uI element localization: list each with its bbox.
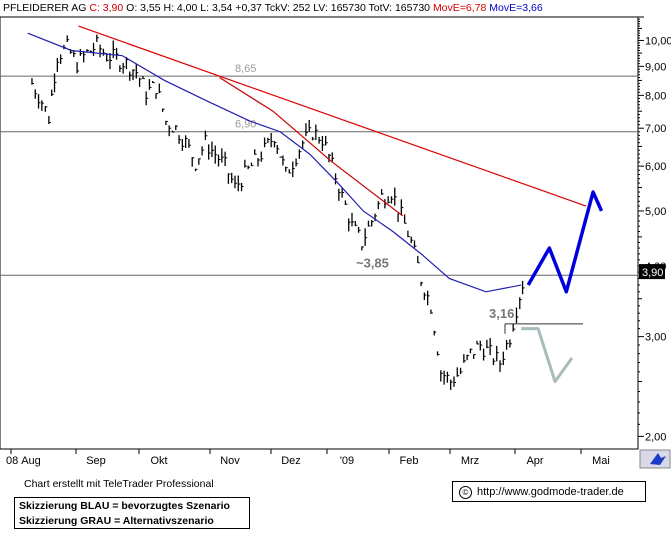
moving-average-short-label: MovE=3,66 [489,2,543,14]
legend-blue: Skizzierung BLAU = bevorzugtes Szenario [19,500,230,512]
stock-name: PFLEIDERER AG [3,2,87,14]
x-tick-label: Aug [21,455,41,467]
x-tick-label: Dez [281,455,301,467]
chart-credit: Chart erstellt mit TeleTrader Profession… [24,478,214,490]
scenario-blue-line [526,190,604,294]
y-tick-label: 6,00 [645,161,666,173]
source-url-box[interactable]: © http://www.godmode-trader.de [452,481,646,502]
close-label: C: [89,2,100,14]
y-tick-label: 3,00 [645,332,666,344]
y-tick-label: 9,00 [645,61,666,73]
downtrend-line [78,25,587,207]
chart-header: PFLEIDERER AG C: 3,90 O: 3,55 H: 4,00 L:… [3,2,543,14]
x-tick-label: '09 [340,455,354,467]
level-label: 6,90 [235,119,256,131]
y-tick-label: 5,00 [645,206,666,218]
x-tick-label: Okt [150,455,167,467]
zoom-arrow-icon [650,453,666,465]
plot-frame [0,16,639,450]
y-tick-label: 7,00 [645,123,666,135]
x-tick-label: Mai [592,455,610,467]
source-url[interactable]: http://www.godmode-trader.de [477,486,624,498]
close-value: 3,90 [102,2,124,14]
x-tick-label: Sep [86,455,106,467]
legend-grey: Skizzierung GRAU = Alternativszenario [19,515,214,527]
chart-series [27,25,604,390]
x-tick-label: 08 [6,455,18,467]
x-tick-label: Mrz [461,455,479,467]
last-price-marker [639,264,665,280]
x-tick-label: Apr [526,455,543,467]
scenario-grey-line [521,327,574,383]
x-tick-label: Feb [400,455,419,467]
level-label: 3,16 [489,306,514,321]
grid-lines: 8,65 6,90 ~3,85 3,16 [0,16,639,450]
axes: 10,009,008,007,006,005,004,003,002,003,9… [6,16,671,469]
moving-average-short-line [27,32,522,293]
moving-average-long-line [219,77,404,217]
scenario-legend: Skizzierung BLAU = bevorzugtes Szenario … [14,497,250,529]
quote-details: O: 3,55 H: 4,00 L: 3,54 +0,37 TckV: 252 … [126,2,431,14]
level-label: 8,65 [235,63,256,75]
moving-average-long-label: MovE=6,78 [432,2,487,14]
y-tick-label: 2,00 [645,431,666,443]
y-tick-label: 10,00 [645,35,671,47]
last-price-label: 3,90 [642,267,663,279]
level-label: ~3,85 [356,255,389,270]
copyright-icon: © [459,485,472,499]
y-tick-label: 8,00 [645,90,666,102]
x-tick-label: Nov [220,455,240,467]
